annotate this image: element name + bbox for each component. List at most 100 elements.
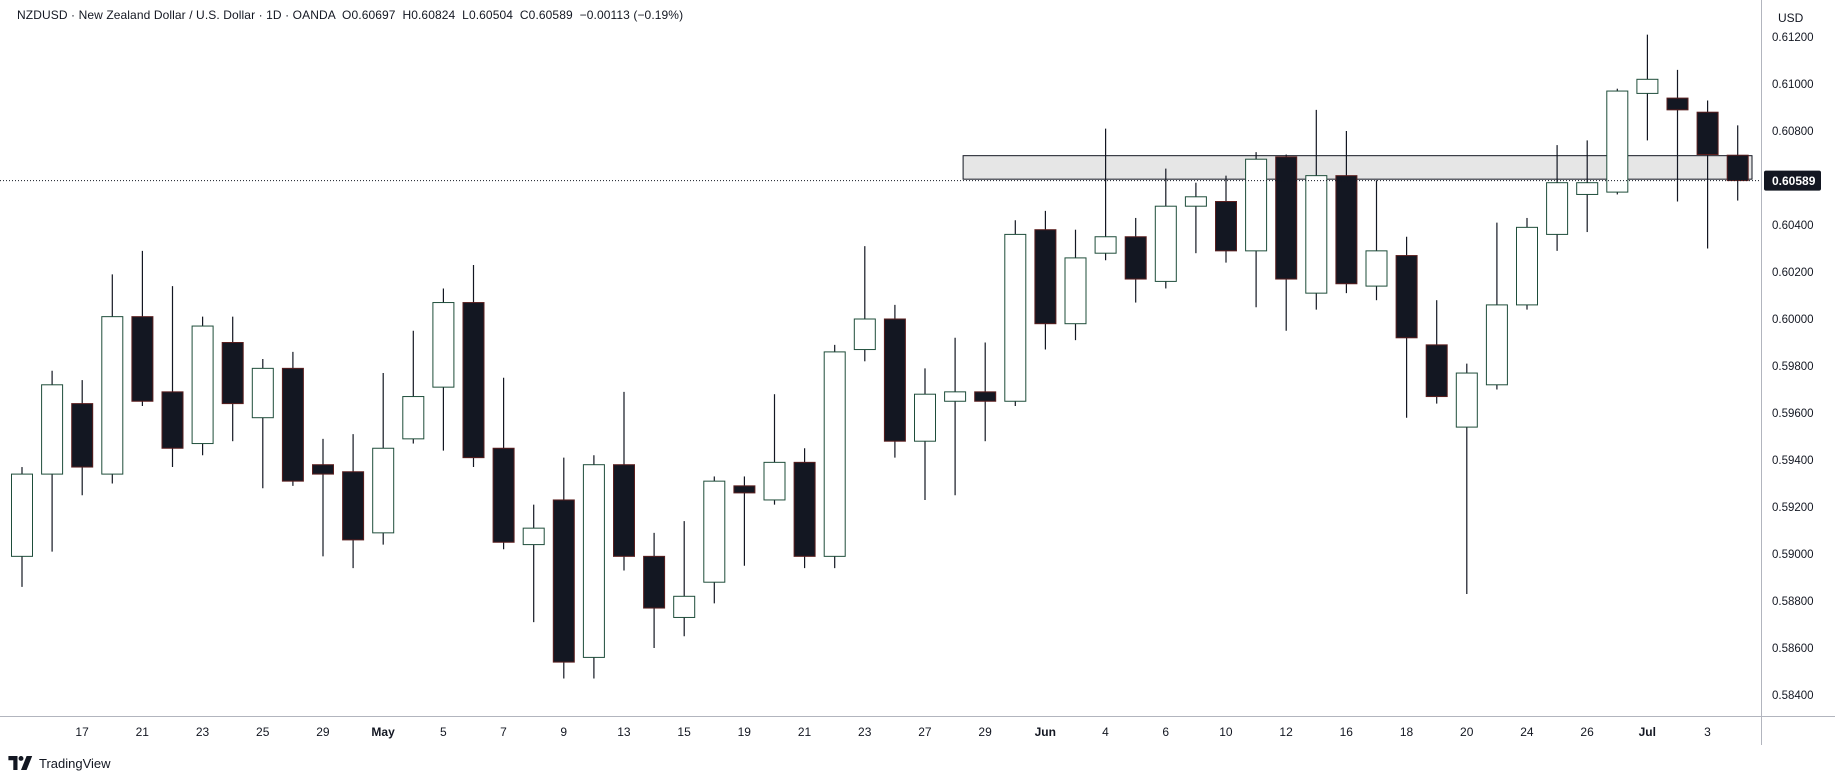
candle-up bbox=[1154, 205, 1177, 282]
time-tick-label: 27 bbox=[918, 725, 932, 739]
candle-down bbox=[281, 367, 304, 482]
candle-down bbox=[613, 464, 635, 557]
time-tick-label: 21 bbox=[798, 725, 812, 739]
candle-up bbox=[1576, 182, 1599, 195]
price-tick-label: 0.59000 bbox=[1772, 549, 1814, 561]
legend-close: 0.60589 bbox=[528, 8, 573, 22]
price-tick-label: 0.58400 bbox=[1772, 690, 1814, 702]
candle-up bbox=[763, 461, 786, 501]
candle-up bbox=[1184, 196, 1207, 207]
candle-up bbox=[1516, 226, 1538, 306]
candle-up bbox=[432, 302, 455, 388]
candle-down bbox=[552, 499, 575, 663]
candle-up bbox=[1004, 233, 1027, 402]
candle-down bbox=[643, 555, 666, 609]
candle-down bbox=[1395, 255, 1418, 339]
currency-button[interactable]: USD bbox=[1778, 11, 1804, 25]
candle-up bbox=[703, 480, 726, 583]
time-tick-label: 29 bbox=[316, 725, 330, 739]
candle-up bbox=[673, 595, 696, 618]
candle-down bbox=[883, 318, 906, 442]
time-tick-label: 6 bbox=[1162, 725, 1169, 739]
candle-up bbox=[1636, 78, 1659, 94]
candle-up bbox=[1546, 182, 1569, 235]
candle-up bbox=[372, 447, 395, 534]
time-tick-label: 18 bbox=[1400, 725, 1414, 739]
candle-down bbox=[1696, 111, 1719, 155]
candle-up bbox=[582, 464, 605, 658]
candle-down bbox=[1425, 344, 1448, 398]
time-tick-label: Jun bbox=[1035, 725, 1056, 739]
time-tick-label: 16 bbox=[1340, 725, 1354, 739]
time-tick-label: 4 bbox=[1102, 725, 1109, 739]
time-tick-label: 29 bbox=[978, 725, 992, 739]
price-tick-label: 0.59600 bbox=[1772, 408, 1814, 420]
tradingview-brand[interactable]: TradingView bbox=[8, 753, 111, 773]
candle-down bbox=[1726, 154, 1749, 182]
candle-up bbox=[1305, 175, 1328, 294]
candle-up bbox=[1455, 372, 1478, 428]
axes-layer: 0.61200 0.61000 0.60800 0.60400 0.60200 0.600… bbox=[0, 0, 1835, 745]
price-tick-label: 0.58600 bbox=[1772, 643, 1814, 655]
time-tick-label: 7 bbox=[500, 725, 507, 739]
candles-layer bbox=[11, 34, 1749, 679]
candle-up bbox=[1245, 158, 1268, 252]
resistance-zone-layer bbox=[962, 155, 1753, 180]
price-tick-label: 0.60800 bbox=[1772, 126, 1814, 138]
candle-down bbox=[1666, 97, 1689, 111]
candle-up bbox=[853, 318, 876, 351]
candle-down bbox=[733, 485, 756, 494]
candle-up bbox=[1606, 90, 1629, 193]
legend-change: −0.00113 (−0.19%) bbox=[579, 8, 684, 22]
candle-down bbox=[342, 471, 365, 541]
time-tick-label: 25 bbox=[256, 725, 270, 739]
time-tick-label: 12 bbox=[1279, 725, 1293, 739]
time-tick-label: 24 bbox=[1520, 725, 1534, 739]
candle-down bbox=[462, 302, 485, 459]
time-tick-label: 13 bbox=[617, 725, 631, 739]
price-tick-label: 0.61200 bbox=[1772, 32, 1814, 44]
candle-up bbox=[914, 393, 936, 442]
candle-up bbox=[1094, 236, 1117, 254]
candle-up bbox=[101, 316, 124, 475]
price-tick-label: 0.60200 bbox=[1772, 267, 1814, 279]
legend-symbol[interactable]: NZDUSD bbox=[17, 8, 68, 22]
candle-up bbox=[191, 325, 214, 445]
candle-down bbox=[1335, 175, 1358, 285]
price-tick-label: 0.59200 bbox=[1772, 502, 1814, 514]
price-tick-label: 0.61000 bbox=[1772, 79, 1814, 91]
time-tick-label: 21 bbox=[136, 725, 150, 739]
last-price-badge bbox=[1764, 170, 1821, 191]
candle-up bbox=[251, 367, 274, 419]
candle-up bbox=[823, 351, 846, 557]
candle-up bbox=[11, 473, 33, 557]
candle-down bbox=[1034, 229, 1057, 325]
time-tick-label: Jul bbox=[1639, 725, 1656, 739]
price-tick-label: 0.59400 bbox=[1772, 455, 1814, 467]
candle-down bbox=[312, 464, 334, 475]
legend-open: 0.60697 bbox=[351, 8, 396, 22]
candle-down bbox=[71, 403, 94, 468]
time-tick-label: 20 bbox=[1460, 725, 1474, 739]
candle-up bbox=[1064, 257, 1087, 325]
candle-down bbox=[1275, 156, 1298, 280]
candle-down bbox=[131, 316, 154, 402]
time-tick-label: 26 bbox=[1580, 725, 1594, 739]
candle-down bbox=[974, 391, 997, 402]
price-tick-label: 0.60000 bbox=[1772, 314, 1814, 326]
candle-down bbox=[221, 342, 244, 405]
time-tick-label: 23 bbox=[858, 725, 872, 739]
last-price-label: 0.60589 bbox=[1772, 174, 1816, 188]
candle-up bbox=[1365, 250, 1388, 287]
time-tick-label: 19 bbox=[738, 725, 752, 739]
candle-up bbox=[41, 384, 64, 475]
candle-up bbox=[522, 527, 545, 546]
candle-down bbox=[793, 461, 816, 557]
candle-down bbox=[161, 391, 184, 449]
time-tick-label: 5 bbox=[440, 725, 447, 739]
legend-interval: 1D bbox=[266, 8, 282, 22]
resistance-zone bbox=[962, 155, 1753, 180]
time-tick-label: May bbox=[371, 725, 395, 739]
time-tick-label: 15 bbox=[677, 725, 691, 739]
